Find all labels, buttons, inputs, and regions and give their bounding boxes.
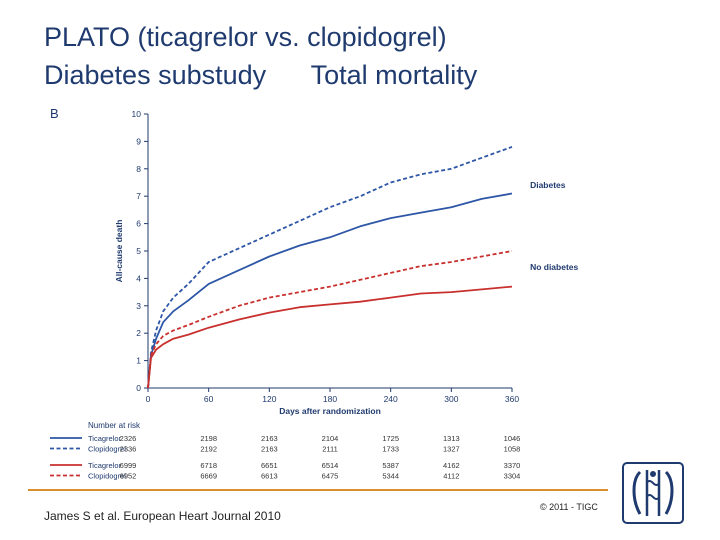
risk-value: 6651: [261, 461, 278, 470]
risk-value: 2163: [261, 445, 278, 454]
risk-value: 6718: [200, 461, 217, 470]
x-tick-label: 120: [262, 394, 276, 404]
risk-value: 2104: [322, 434, 339, 443]
mortality-chart: B 0 1 2 3 4 5 6 7 8 9 10 0 60 120 180 240 300 360 Days afte…: [50, 106, 579, 481]
y-tick-label: 9: [136, 136, 141, 146]
risk-value: 2336: [120, 445, 137, 454]
y-tick-label: 3: [136, 301, 141, 311]
y-tick-label: 2: [136, 328, 141, 338]
risk-value: 3370: [504, 461, 521, 470]
x-tick-label: 240: [384, 394, 398, 404]
y-tick-label: 10: [132, 109, 142, 119]
y-tick-label: 0: [136, 383, 141, 393]
risk-value: 2163: [261, 434, 278, 443]
risk-value: 1313: [443, 434, 460, 443]
x-axis-label: Days after randomization: [279, 406, 381, 416]
y-tick-label: 8: [136, 164, 141, 174]
y-tick-label: 1: [136, 356, 141, 366]
risk-value: 1733: [382, 445, 399, 454]
citation: James S et al. European Heart Journal 20…: [44, 509, 281, 523]
title-line-2: Diabetes substudy Total mortality: [44, 60, 478, 90]
x-tick-label: 60: [204, 394, 214, 404]
risk-value: 1725: [382, 434, 399, 443]
slide-title: PLATO (ticagrelor vs. clopidogrel) Diabe…: [44, 18, 477, 94]
risk-value: 6475: [322, 472, 339, 481]
risk-value: 1327: [443, 445, 460, 454]
y-tick-label: 4: [136, 273, 141, 283]
risk-value: 2326: [120, 434, 137, 443]
risk-value: 4162: [443, 461, 460, 470]
risk-row-label: Ticagrelor: [88, 434, 122, 443]
annotation-label: No diabetes: [530, 262, 578, 272]
series-line-no-diabetes-ticagrelor: [147, 285, 513, 389]
x-tick-label: 360: [505, 394, 519, 404]
title-line-1: PLATO (ticagrelor vs. clopidogrel): [44, 22, 447, 52]
series-line-no-diabetes-clopidogrel: [147, 250, 513, 389]
series-line-diabetes-ticagrelor: [147, 192, 513, 389]
x-tick-label: 0: [146, 394, 151, 404]
organization-logo-icon: [622, 462, 684, 524]
risk-row-label: Clopidogrel: [88, 472, 126, 481]
risk-value: 5344: [382, 472, 399, 481]
risk-value: 2111: [322, 445, 338, 454]
x-tick-label: 180: [323, 394, 337, 404]
risk-value: 6669: [200, 472, 217, 481]
y-tick-label: 5: [136, 246, 141, 256]
panel-label: B: [50, 106, 59, 121]
annotation-label: Diabetes: [530, 180, 566, 190]
risk-value: 4112: [443, 472, 459, 481]
footer-divider: [28, 489, 608, 491]
risk-value: 6952: [120, 472, 137, 481]
risk-row-label: Clopidogrel: [88, 445, 126, 454]
risk-table-title: Number at risk: [88, 421, 141, 430]
risk-row-label: Ticagrelor: [88, 461, 122, 470]
series-line-diabetes-clopidogrel: [147, 146, 513, 389]
risk-value: 6613: [261, 472, 278, 481]
risk-value: 5387: [382, 461, 399, 470]
x-tick-label: 300: [444, 394, 458, 404]
risk-value: 1058: [504, 445, 521, 454]
risk-value: 3304: [504, 472, 521, 481]
risk-value: 2198: [200, 434, 217, 443]
copyright: © 2011 - TIGC: [540, 502, 598, 512]
y-tick-label: 7: [136, 191, 141, 201]
risk-value: 6514: [322, 461, 339, 470]
risk-value: 6999: [120, 461, 137, 470]
y-axis-label: All-cause death: [114, 220, 124, 283]
risk-value: 2192: [200, 445, 217, 454]
y-tick-label: 6: [136, 219, 141, 229]
risk-value: 1046: [504, 434, 521, 443]
